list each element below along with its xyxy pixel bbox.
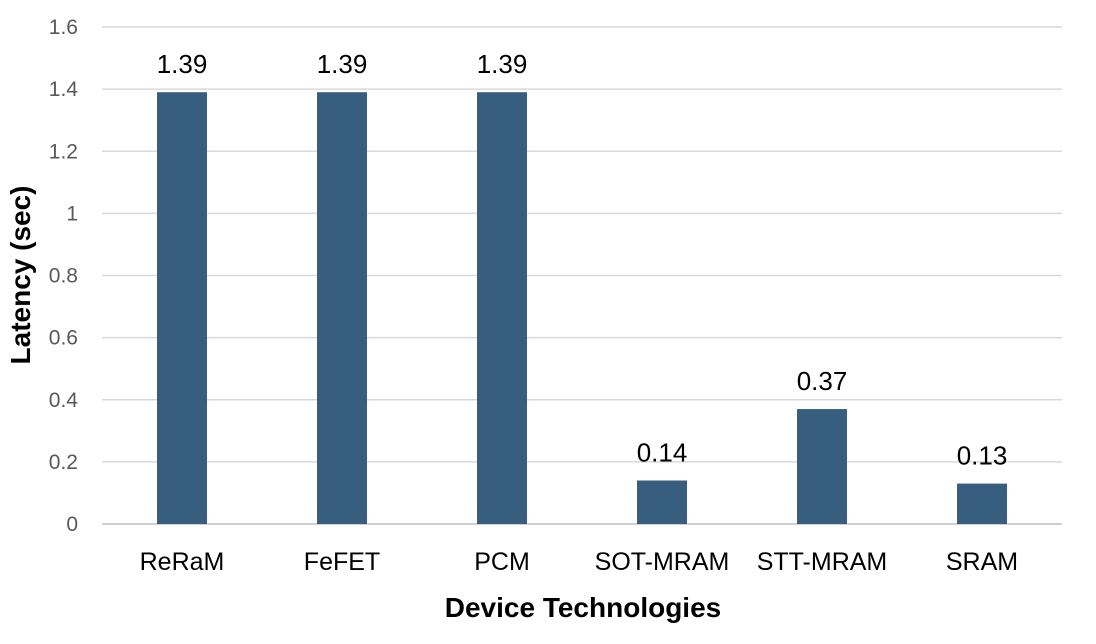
bar [637,480,687,524]
y-tick-label: 1 [66,202,78,225]
data-labels: 1.39 1.39 1.39 0.14 0.37 0.13 [157,49,1008,470]
x-tick-label: ReRaM [140,548,225,576]
y-tick-label: 0 [66,513,78,536]
y-tick-label: 1.2 [49,140,78,163]
data-label: 0.14 [637,438,688,468]
bar [797,409,847,524]
x-tick-label: SRAM [946,548,1018,576]
bars [157,92,1007,524]
y-axis-title: Latency (sec) [5,186,36,365]
data-label: 1.39 [477,49,528,79]
bar [957,483,1007,524]
bar [317,92,367,524]
x-axis-ticks: ReRaM FeFET PCM SOT-MRAM STT-MRAM SRAM [140,548,1018,576]
data-label: 0.37 [797,366,848,396]
data-label: 1.39 [157,49,208,79]
y-tick-label: 0.8 [49,265,78,288]
bar [477,92,527,524]
gridlines [102,26,1062,525]
y-tick-label: 1.6 [49,16,78,39]
data-label: 0.13 [957,441,1008,471]
x-axis-title: Device Technologies [445,592,721,623]
y-axis-ticks: 0 0.2 0.4 0.6 0.8 1 1.2 1.4 1.6 [49,16,79,536]
y-tick-label: 0.6 [49,327,78,350]
data-label: 1.39 [317,49,368,79]
x-tick-label: PCM [474,548,530,576]
y-tick-label: 0.4 [49,389,79,412]
x-tick-label: STT-MRAM [757,548,888,576]
y-tick-label: 0.2 [49,451,78,474]
y-tick-label: 1.4 [49,78,79,101]
x-tick-label: FeFET [304,548,380,576]
x-tick-label: SOT-MRAM [595,548,730,576]
bar [157,92,207,524]
